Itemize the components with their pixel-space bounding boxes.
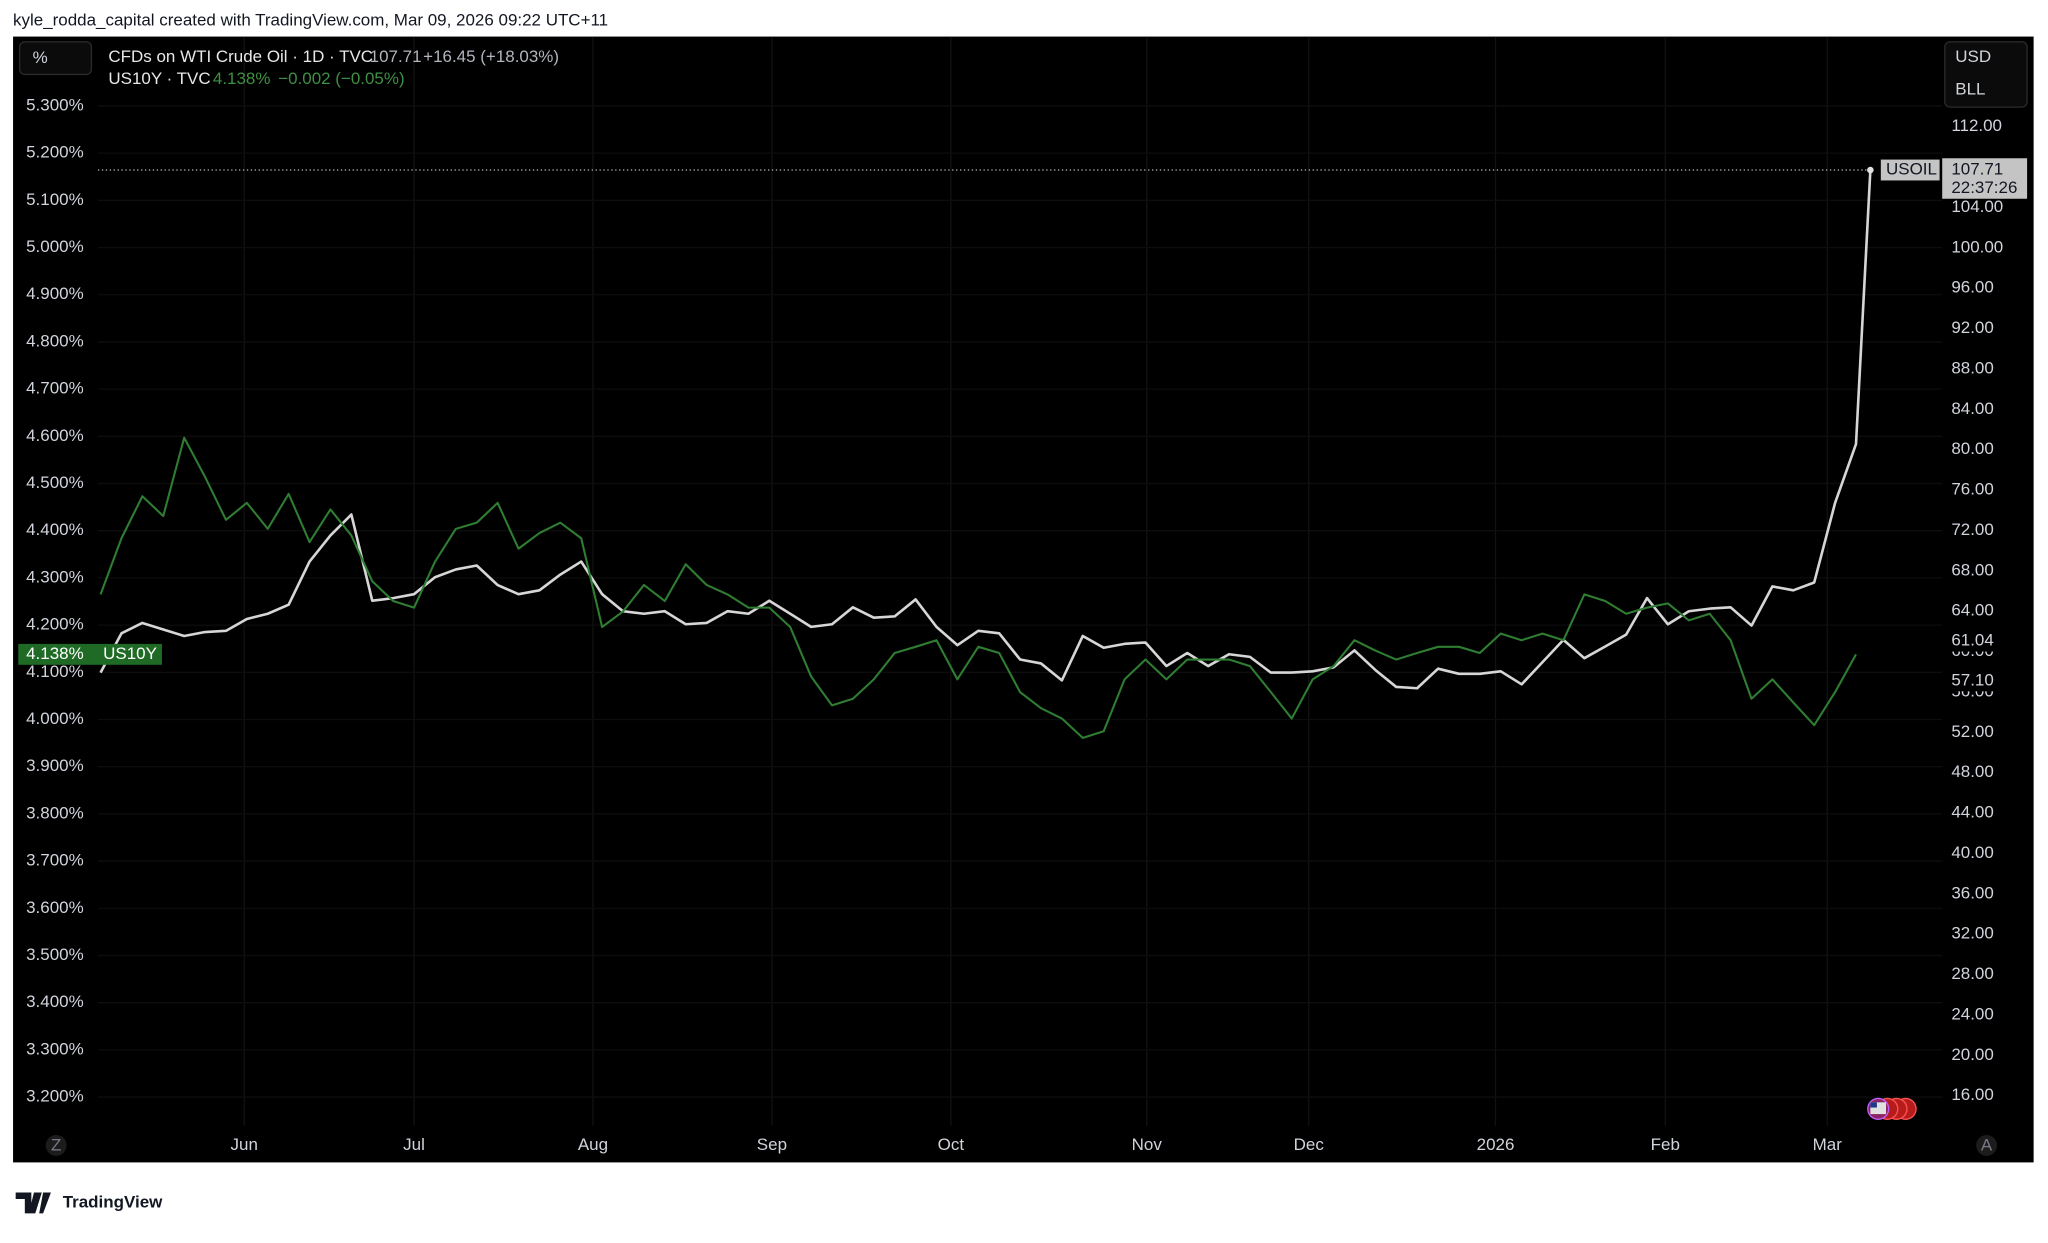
plot (97, 166, 1874, 739)
zoom-label[interactable]: Z (51, 1136, 61, 1155)
series-tag-bg (1880, 159, 1940, 181)
y2-tick-label: 88.00 (1951, 358, 1993, 377)
y-tick-label: 3.900% (26, 756, 84, 775)
y-tick-label: 3.200% (26, 1087, 84, 1106)
price-label-bg (1942, 158, 2028, 199)
y2-tick-label: 28.00 (1951, 964, 1993, 983)
y-tick-label: 4.100% (26, 662, 84, 681)
legend-price: 4.138% (213, 69, 271, 88)
y2-tick-label: 44.00 (1951, 803, 1993, 822)
y-tick-label: 4.400% (26, 520, 84, 539)
currency-label[interactable]: USD (1955, 47, 1991, 66)
logo-text: TradingView (63, 1192, 163, 1211)
y2-tick-label: 104.00 (1951, 197, 2003, 216)
y-tick-label: 3.400% (26, 992, 84, 1011)
y2-tick-label: 20.00 (1951, 1045, 1993, 1064)
x-tick-label: Jul (403, 1135, 425, 1154)
y2-tick-label: 84.00 (1951, 399, 1993, 418)
y2-tick-label: 48.00 (1951, 762, 1993, 781)
y2-tick-label: 52.00 (1951, 722, 1993, 741)
y-tick-label: 4.200% (26, 615, 84, 634)
x-tick-label: Jun (231, 1135, 258, 1154)
y-tick-label: 4.700% (26, 379, 84, 398)
flag-canton (1870, 1102, 1877, 1108)
x-tick-label: Mar (1813, 1135, 1843, 1154)
y2-tick-label: 24.00 (1951, 1004, 1993, 1023)
event-icons[interactable] (1867, 1097, 1917, 1120)
y2-tick-label: 112.00 (1951, 116, 2002, 135)
price-marker-bg (1944, 670, 2026, 692)
chart-panel (13, 36, 2034, 1163)
y-tick-label: 3.500% (26, 945, 84, 964)
y-tick-label: 4.800% (26, 331, 84, 350)
y-tick-label: 4.900% (26, 284, 84, 303)
series-tag: US10Y (103, 644, 157, 663)
axes: Jun Jul Aug Sep Oct Nov Dec 2026 Feb Mar 3.200% 3.3… (18, 95, 2028, 1154)
y-tick-label: 3.600% (26, 898, 84, 917)
grid (97, 36, 1943, 1126)
unit-label[interactable]: BLL (1955, 80, 1985, 99)
y2-tick-label: 100.00 (1951, 237, 2003, 256)
y-tick-label: 3.800% (26, 803, 84, 822)
y-tick-label: 5.200% (26, 143, 84, 162)
y2-tick-label: 16.00 (1951, 1085, 1993, 1104)
y-tick-label: 4.300% (26, 567, 84, 586)
price-marker: 57.10 (1951, 670, 1993, 689)
y-tick-label: 5.300% (26, 95, 84, 114)
currency-button[interactable] (1944, 41, 2028, 108)
x-tick-label: 2026 (1477, 1135, 1515, 1154)
auto-label[interactable]: A (1981, 1136, 1993, 1155)
price-marker: 61.04 (1951, 631, 1993, 650)
y2-tick-label: 40.00 (1951, 843, 1993, 862)
y2-tick-label: 80.00 (1951, 439, 1993, 458)
y2-tick-label: 68.00 (1951, 560, 1993, 579)
price-marker-bg (1944, 630, 2026, 652)
price-label: 4.138% (26, 644, 84, 663)
series-line (99, 169, 1872, 690)
price-label-bg (18, 643, 162, 665)
legend-change: +16.45 (+18.03%) (423, 47, 559, 66)
y2-tick-label: 36.00 (1951, 883, 1993, 902)
auto-button[interactable] (1976, 1134, 1998, 1156)
x-tick-label: Sep (757, 1135, 787, 1154)
price-label: 107.71 (1951, 160, 2003, 179)
y-tick-label: 3.700% (26, 851, 84, 870)
x-tick-label: Nov (1132, 1135, 1163, 1154)
legend-change: −0.002 (−0.05%) (278, 69, 404, 88)
series-line (99, 436, 1857, 739)
y2-tick-label: 32.00 (1951, 924, 1993, 943)
last-point (1867, 166, 1874, 174)
legend-symbol: CFDs on WTI Crude Oil · 1D · TVC (108, 47, 373, 66)
y2-tick-label: 96.00 (1951, 278, 1993, 297)
x-tick-label: Dec (1294, 1135, 1325, 1154)
attribution: kyle_rodda_capital created with TradingV… (13, 10, 608, 29)
y2-tick-label: 76.00 (1951, 480, 1993, 499)
y-tick-label: 4.000% (26, 709, 84, 728)
y2-tick-label: 64.00 (1951, 601, 1993, 620)
x-tick-label: Oct (938, 1135, 965, 1154)
y-tick-label: 5.000% (26, 237, 84, 256)
x-tick-label: Feb (1651, 1135, 1680, 1154)
zoom-button[interactable] (45, 1134, 67, 1156)
y-tick-label: 3.300% (26, 1039, 84, 1058)
y2-tick-label: 92.00 (1951, 318, 1993, 337)
legend-price: 107.71 (370, 47, 422, 66)
flag-icon (1870, 1102, 1887, 1115)
legend-symbol: US10Y · TVC (108, 69, 210, 88)
scale-mode-button[interactable] (18, 41, 93, 76)
y-tick-label: 4.600% (26, 426, 84, 445)
scale-mode-label[interactable]: % (33, 48, 48, 67)
y-tick-label: 4.500% (26, 473, 84, 492)
series-tag: USOIL (1886, 160, 1937, 179)
countdown: 22:37:26 (1951, 178, 2017, 197)
y-tick-label: 5.100% (26, 190, 84, 209)
logo-mark (15, 1192, 51, 1214)
y2-tick-label: 72.00 (1951, 520, 1993, 539)
x-tick-label: Aug (578, 1135, 608, 1154)
logo: TradingView (15, 1192, 163, 1214)
